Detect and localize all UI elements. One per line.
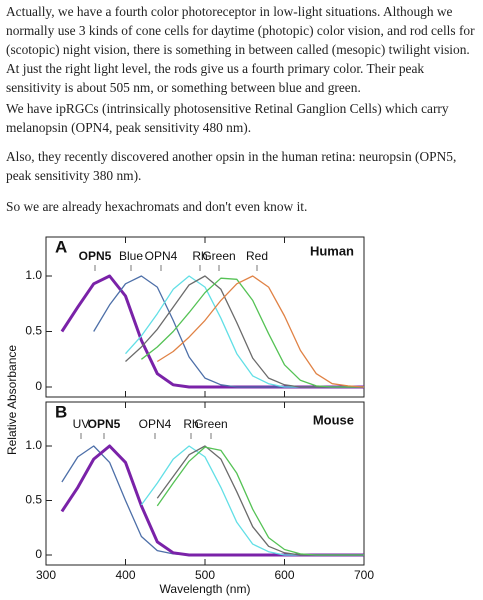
series-label: Blue [119,249,143,263]
panel-annotation: Human [310,243,354,258]
paragraph: So we are already hexachromats and don't… [6,199,308,214]
y-tick-label: 0.5 [25,493,42,507]
paragraph: Actually, we have a fourth color photore… [6,4,475,95]
x-tick-label: 700 [354,568,374,582]
spectrum-line [140,445,364,556]
series-label: Rh [183,417,198,431]
x-tick-label: 500 [195,568,215,582]
series-label: OPN5 [79,249,112,263]
spectrum-line [125,275,364,388]
x-tick-label: 300 [36,568,56,582]
spectrum-line [60,274,364,389]
series-label: Green [194,417,227,431]
series-label: Red [246,249,268,263]
y-tick-label: 1.0 [25,438,42,452]
y-axis-label: Relative Absorbance [5,345,19,455]
spectrum-line [156,446,364,556]
y-tick-label: 1.0 [25,268,42,282]
spectrum-line [125,275,364,388]
spectrum-line [156,275,365,388]
paragraph: Also, they recently discovered another o… [6,149,457,183]
x-tick-label: 400 [115,568,135,582]
series-label: Green [202,249,235,263]
series-label: OPN5 [88,417,121,431]
y-tick-label: 0.5 [25,324,42,338]
x-axis-label: Wavelength (nm) [160,582,251,596]
panel-title: A [55,237,67,256]
spectrum-line [61,445,364,556]
series-label: UV [73,417,90,431]
spectrum-line [60,444,364,557]
series-label: OPN4 [145,249,178,263]
panel-title: B [55,402,67,421]
y-tick-label: 0 [35,379,42,393]
panel-annotation: Mouse [313,412,354,427]
x-tick-label: 600 [274,568,294,582]
spectrum-line [141,277,364,388]
paragraph: We have ipRGCs (intrinsically photosensi… [6,101,449,135]
y-tick-label: 0 [35,547,42,561]
series-label: Rh [192,249,207,263]
series-label: OPN4 [139,417,172,431]
